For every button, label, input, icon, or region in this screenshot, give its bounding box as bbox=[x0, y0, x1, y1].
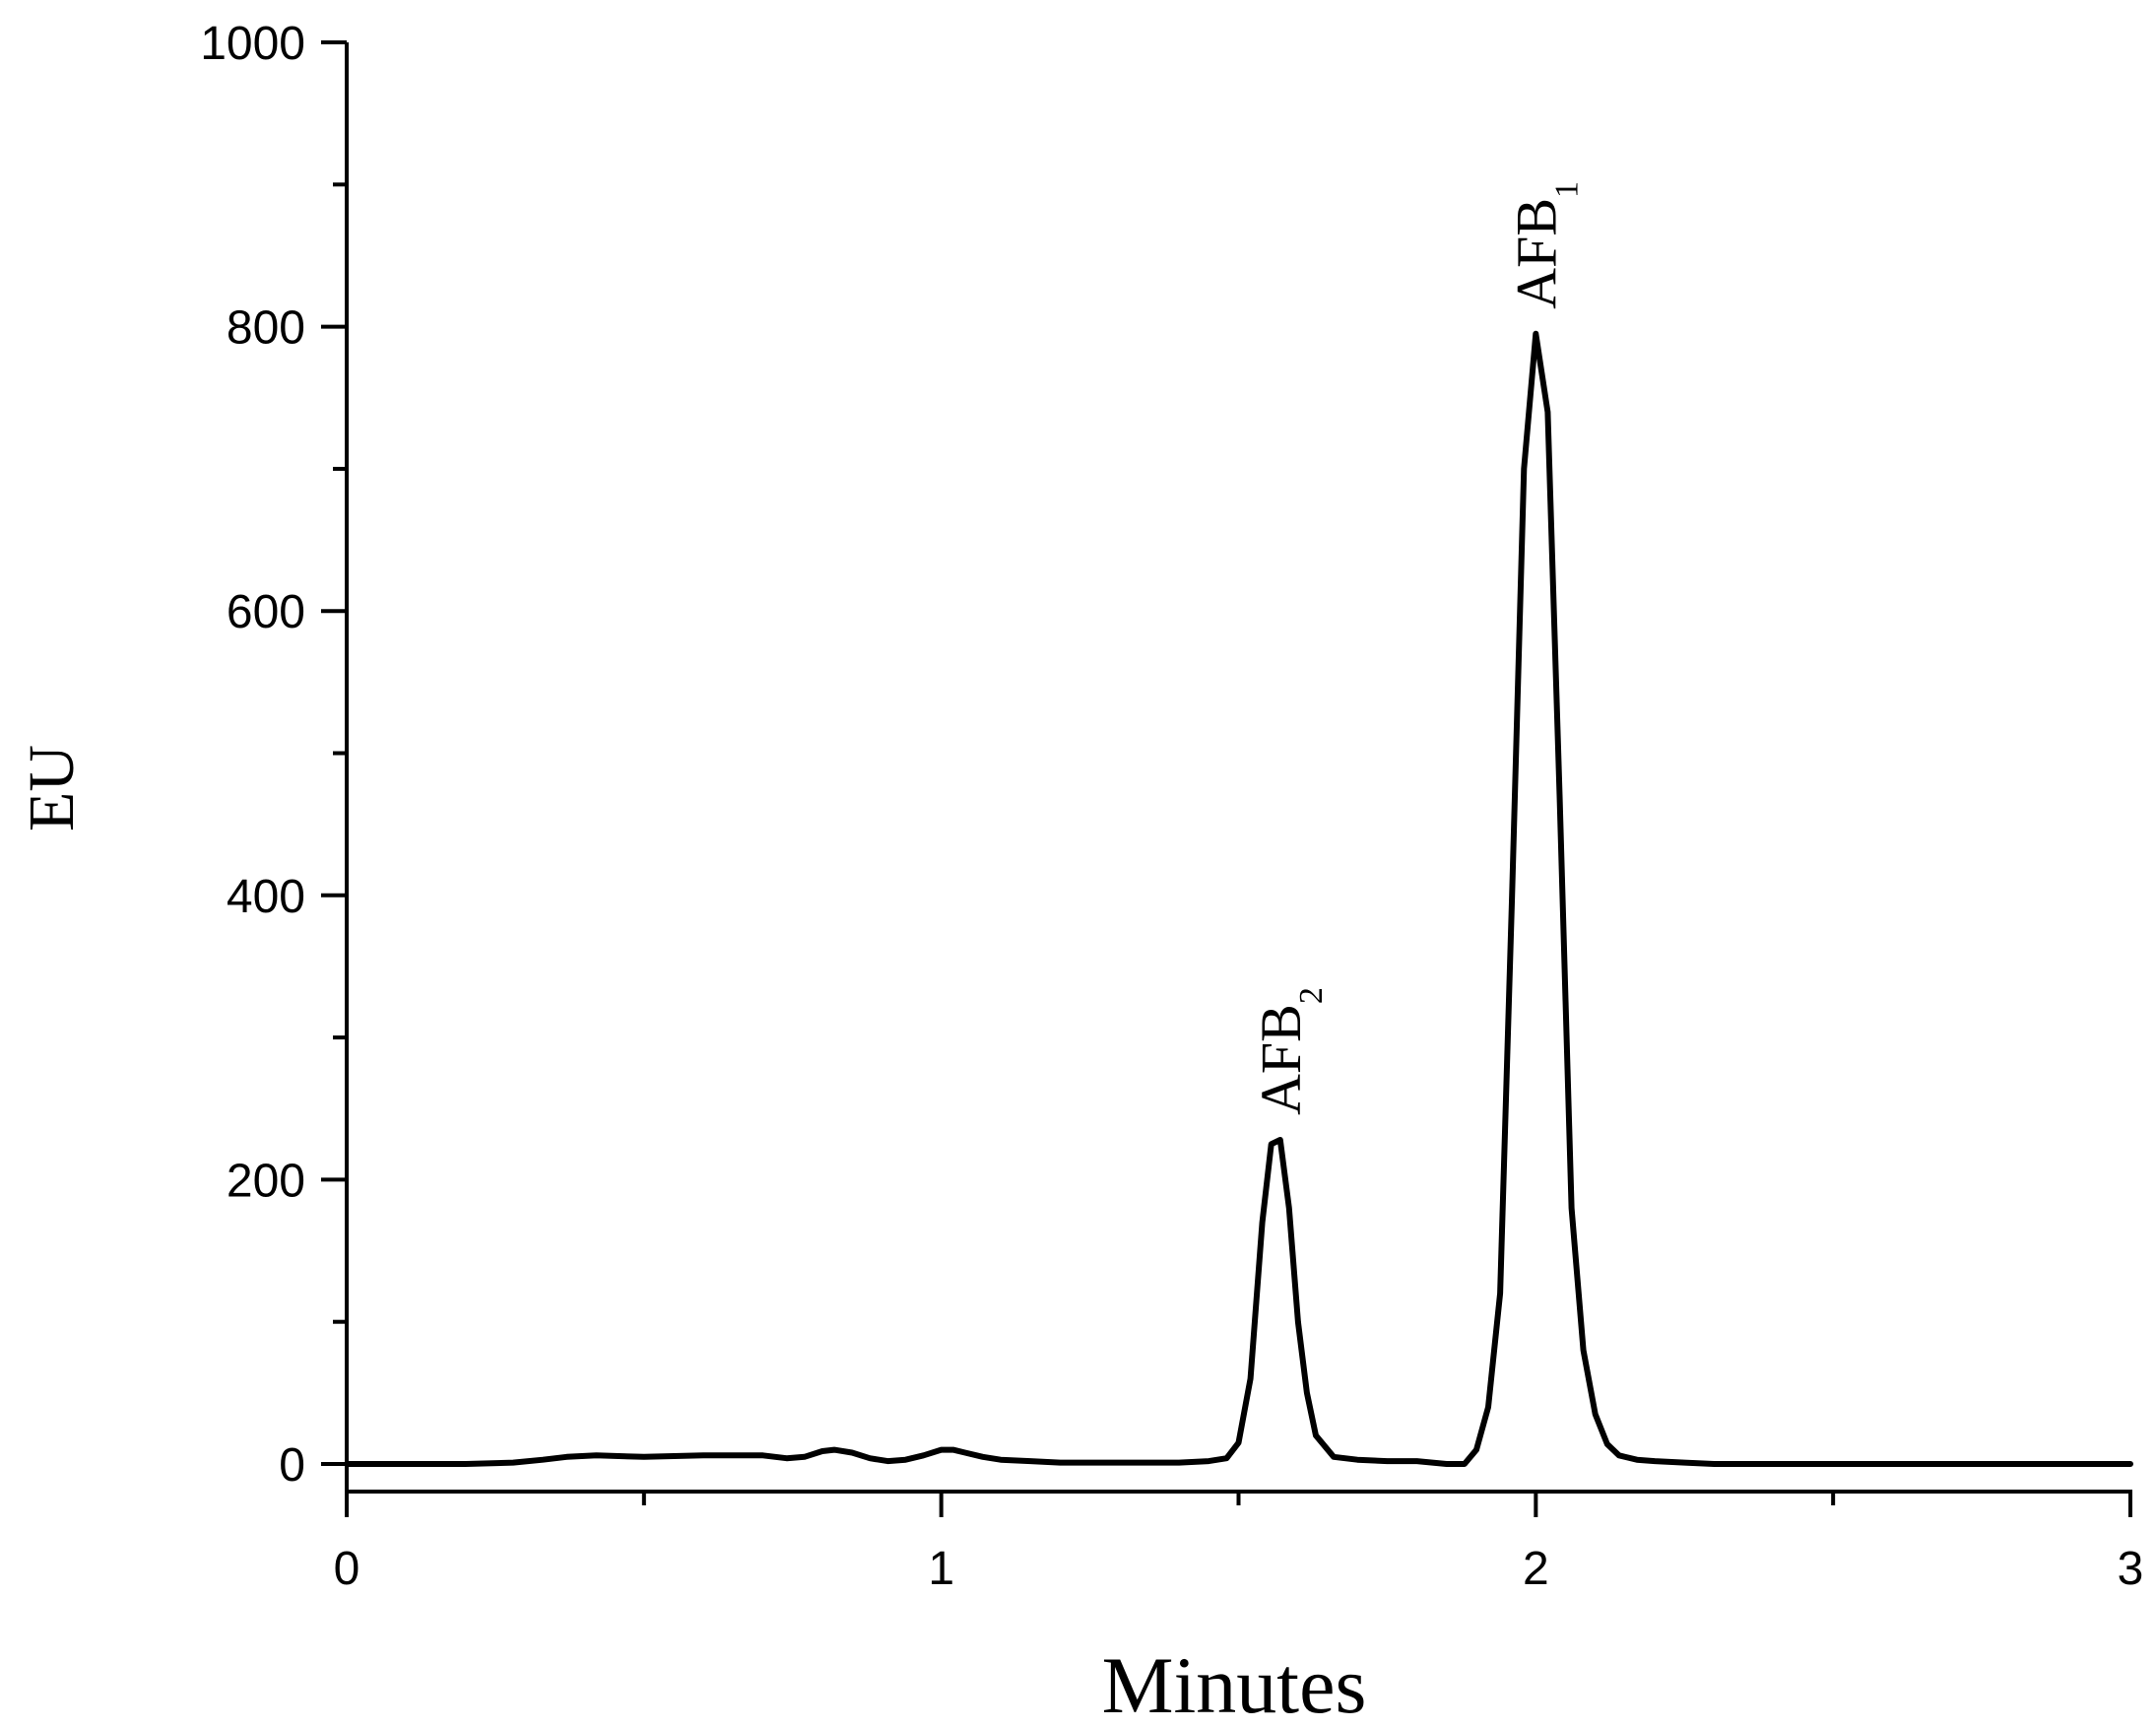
y-tick-label: 800 bbox=[227, 302, 305, 355]
plot-area bbox=[344, 330, 2133, 1467]
y-tick-label: 400 bbox=[227, 871, 305, 923]
axes bbox=[345, 42, 2132, 1494]
peak-label-main: AFB bbox=[1249, 1004, 1313, 1115]
y-tick-label: 0 bbox=[279, 1439, 305, 1492]
chromatogram-line bbox=[344, 330, 2133, 1467]
peak-label-subscript: 1 bbox=[1548, 181, 1585, 198]
y-tick-label: 600 bbox=[227, 586, 305, 638]
y-axis-title: EU bbox=[16, 745, 88, 831]
peak-label-subscript: 2 bbox=[1293, 987, 1330, 1004]
y-tick-label: 200 bbox=[227, 1155, 305, 1207]
x-tick-label: 3 bbox=[2118, 1543, 2144, 1595]
y-tick-label: 1000 bbox=[200, 18, 305, 70]
peak-label: AFB2 bbox=[1249, 987, 1330, 1115]
peak-label: AFB1 bbox=[1504, 181, 1585, 309]
ticks: 0 200 400 600 800 1000 0 1 2 3 bbox=[200, 18, 2143, 1595]
x-axis-title: Minutes bbox=[1102, 1640, 1367, 1729]
peak-label-main: AFB bbox=[1504, 198, 1568, 309]
x-tick-label: 1 bbox=[928, 1543, 954, 1595]
x-tick-label: 2 bbox=[1523, 1543, 1549, 1595]
x-tick-label: 0 bbox=[334, 1543, 360, 1595]
